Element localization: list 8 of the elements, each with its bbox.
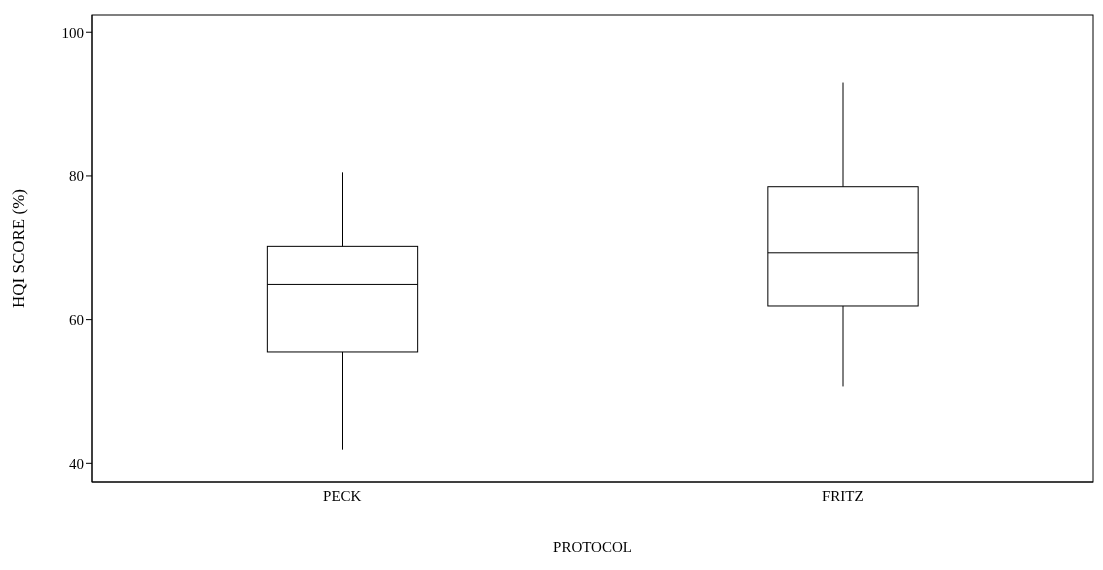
x-tick-label: FRITZ [821, 487, 864, 504]
y-tick-label: 40 [69, 455, 84, 472]
y-tick-label: 80 [69, 168, 84, 185]
x-axis-title: PROTOCOL [553, 539, 632, 555]
y-tick-label: 60 [69, 311, 84, 328]
y-axis-title: HQI SCORE (%) [9, 189, 29, 308]
x-tick-label: PECK [323, 487, 362, 504]
y-tick-label: 100 [61, 24, 84, 41]
